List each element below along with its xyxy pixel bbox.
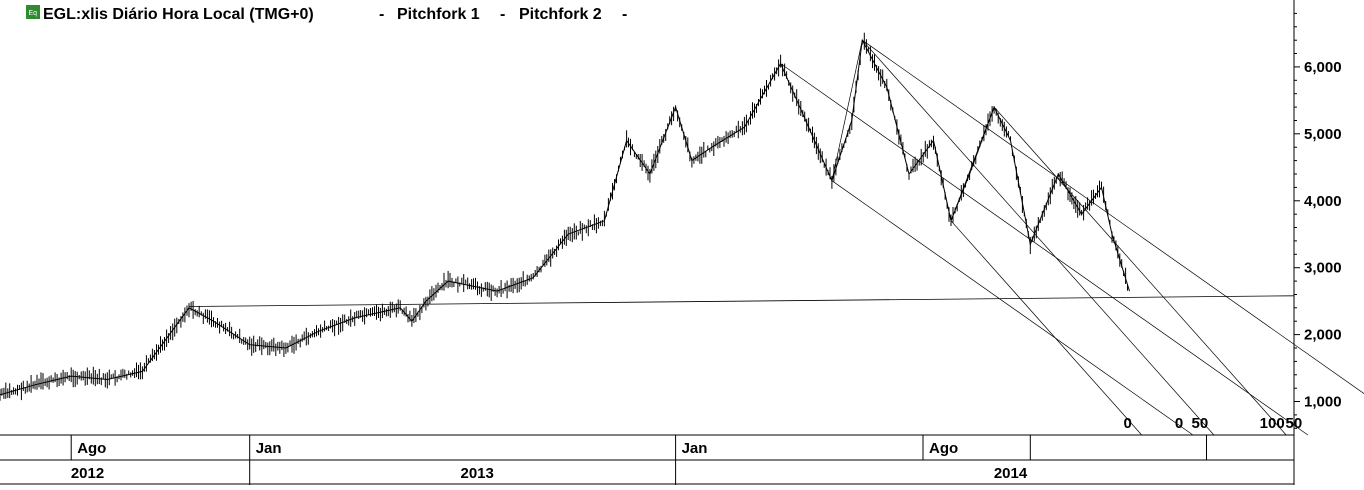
pitchfork-2-tine [993,106,1287,436]
x-month-label: Ago [77,440,106,457]
x-axis: Ago Jan Jan Ago 2012 2013 2014 [71,440,1028,482]
price-series [0,32,1130,401]
pitchfork-1-tine [862,39,1364,395]
equity-badge-label: Eq [29,10,38,17]
pitchfork-2-tool[interactable]: Pitchfork 2 [519,6,602,23]
x-month-label: Jan [682,440,708,457]
support-trendline [188,295,1295,307]
pitchfork-1-tine [831,180,1194,436]
chart-title: EGL:xlis Diário Hora Local (TMG+0) [43,6,314,23]
price-line [0,38,1130,396]
x-year-label: 2012 [71,465,104,482]
chart-header: Eq EGL:xlis Diário Hora Local (TMG+0) - … [26,5,627,23]
header-separator: - [500,6,505,23]
y-axis: 1,000 2,000 3,000 4,000 5,000 6,000 [1294,12,1342,429]
pitchfork-1-tool[interactable]: Pitchfork 1 [397,6,480,23]
pitchfork-2-tine [950,220,1142,436]
y-tick-label: 2,000 [1304,327,1342,344]
y-tick-label: 5,000 [1304,126,1342,143]
y-tick-label: 6,000 [1304,59,1342,76]
header-separator: - [622,6,627,23]
pitchfork-2-tine [862,39,1215,436]
pitchfork-2-level-label: 100 [1260,415,1285,432]
y-tick-label: 4,000 [1304,193,1342,210]
pitchfork-2-level-label: 0 [1124,415,1132,432]
x-year-label: 2014 [994,465,1028,482]
pitchfork-drawings: 050100050100 [780,39,1364,436]
x-month-label: Ago [929,440,958,457]
pitchfork-1-level-label: 50 [1286,415,1303,432]
pitchfork-1-level-label: 0 [1175,415,1183,432]
header-separator: - [379,6,384,23]
axis-dividers [70,435,1207,485]
x-year-label: 2013 [461,465,494,482]
pitchfork-1-tine [780,63,1309,436]
x-month-label: Jan [256,440,282,457]
y-tick-label: 3,000 [1304,260,1342,277]
equity-badge-icon [26,5,40,19]
y-tick-label: 1,000 [1304,394,1342,411]
trendlines [188,295,1295,307]
pitchfork-2-level-label: 50 [1192,415,1209,432]
